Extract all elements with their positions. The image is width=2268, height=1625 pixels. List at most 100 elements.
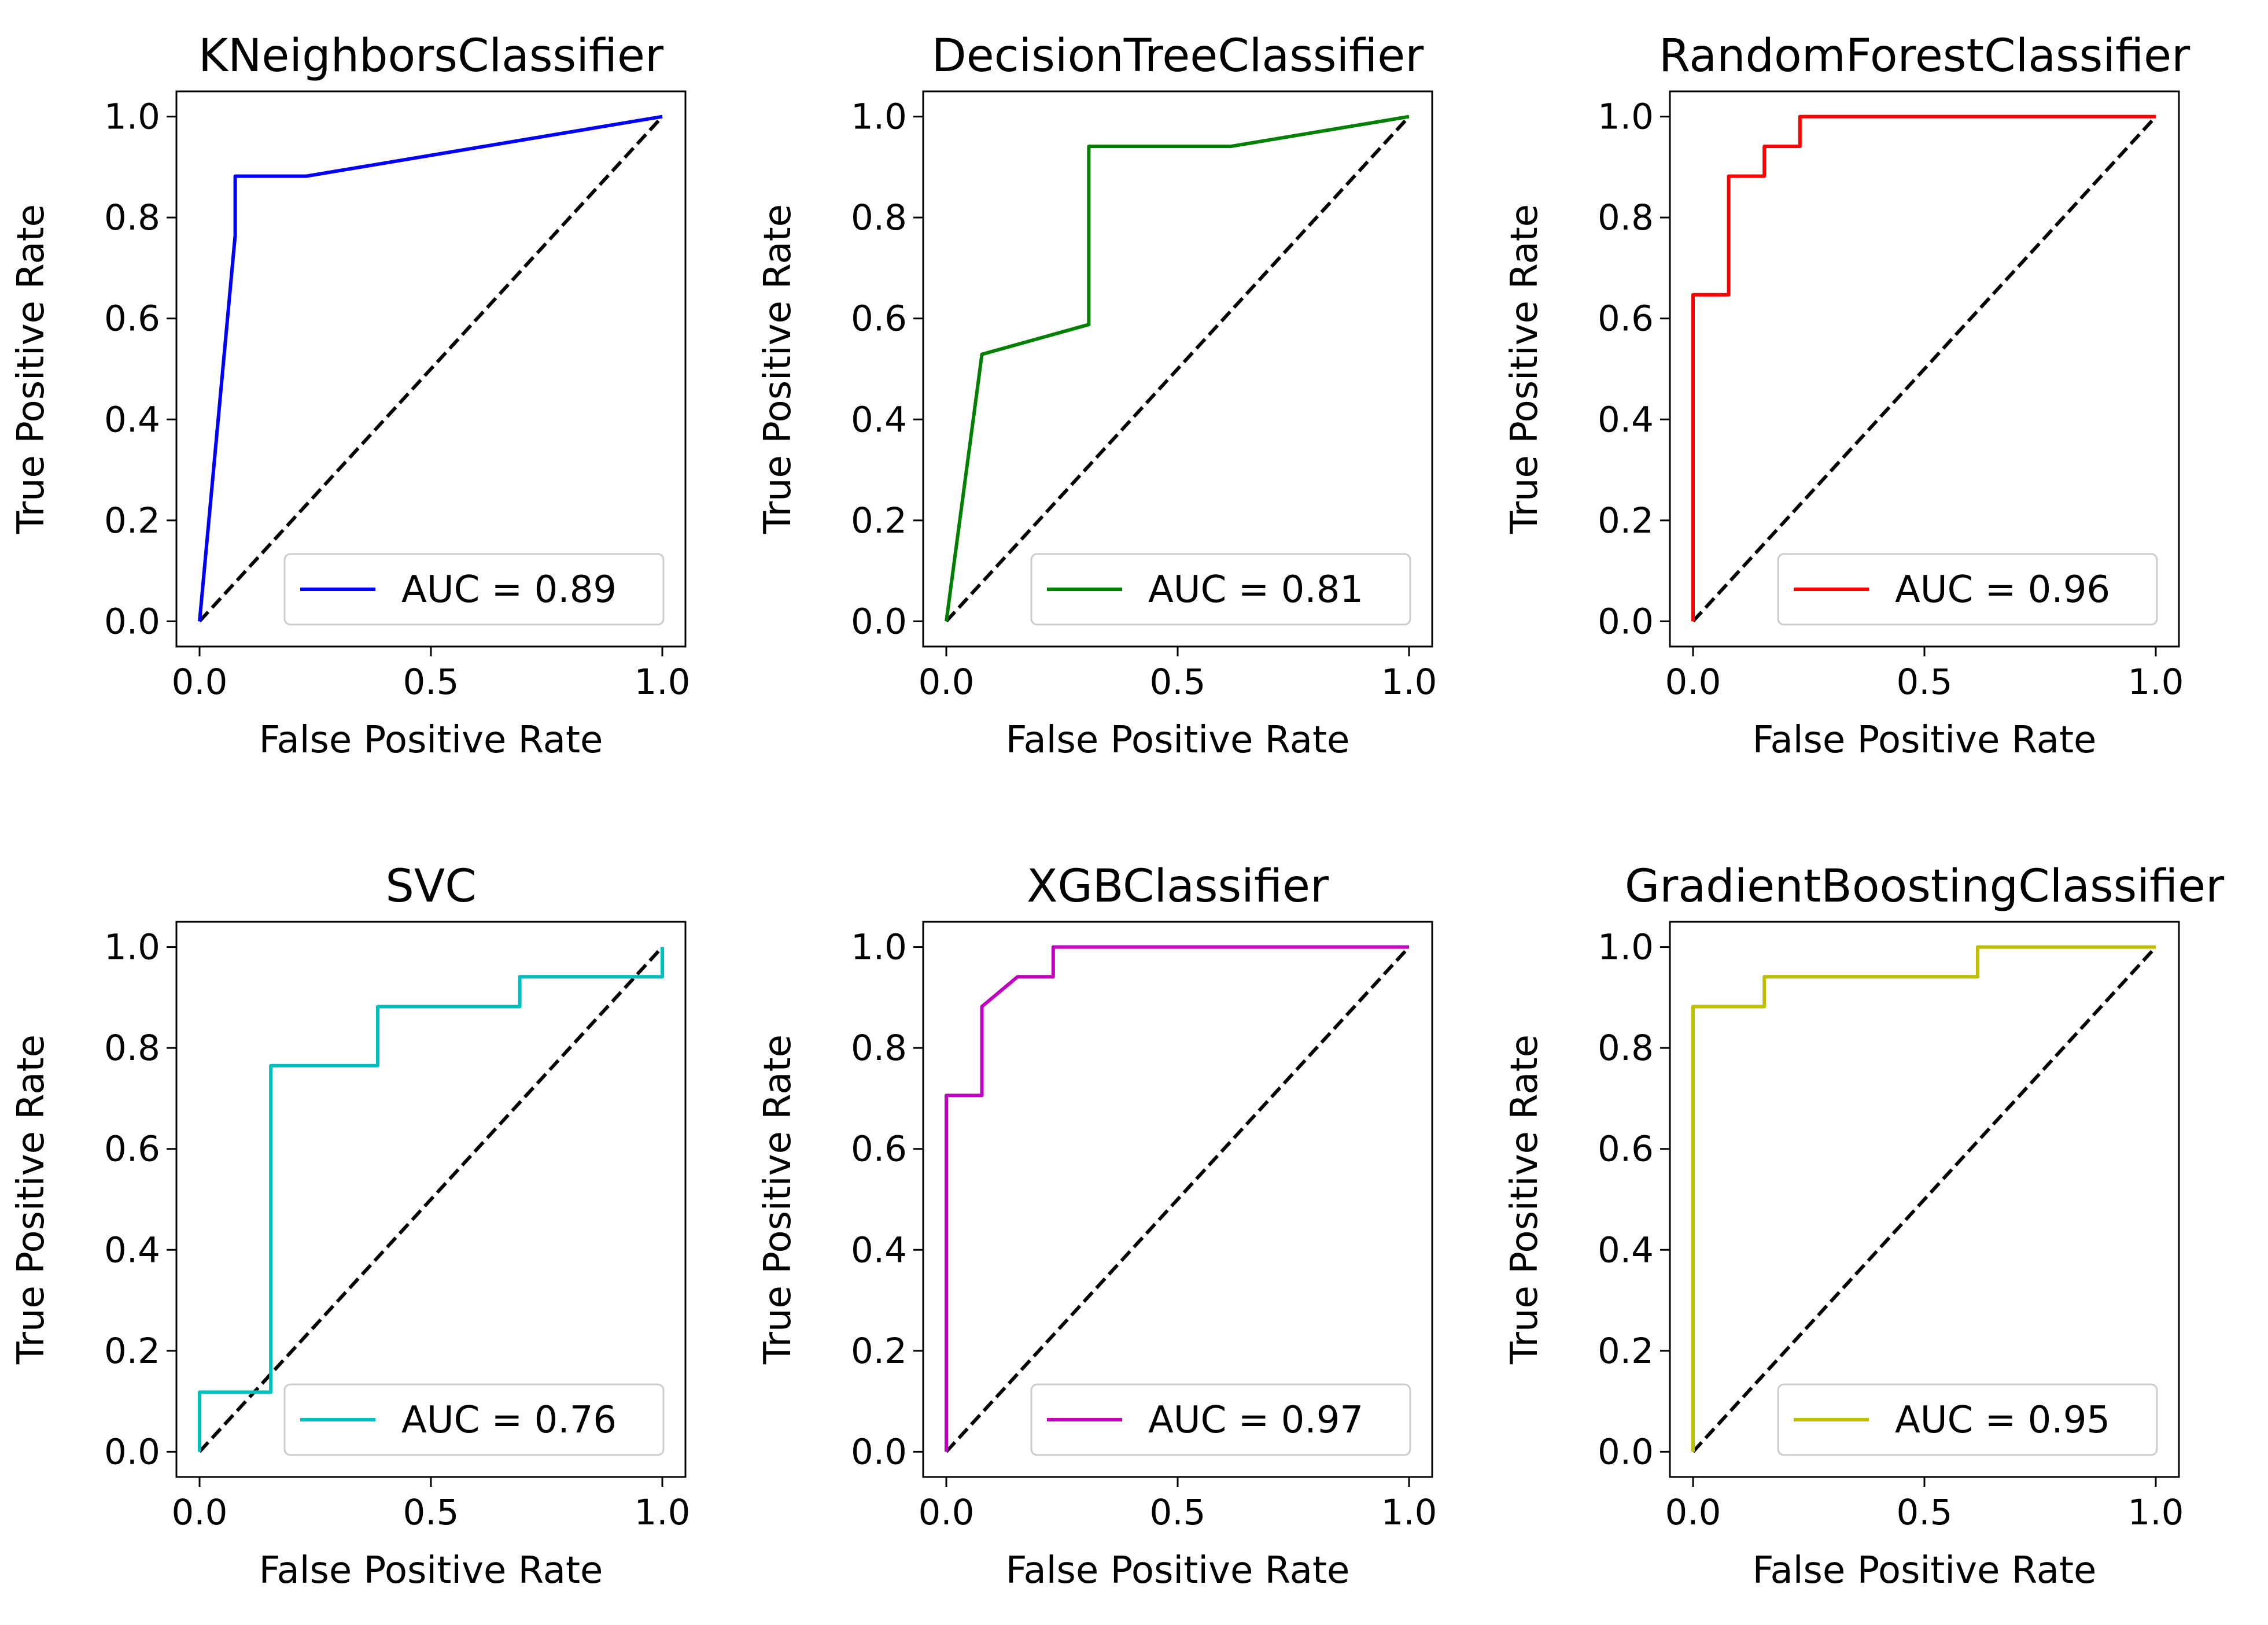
- y-tick-label: 0.4: [851, 1229, 907, 1271]
- subplot-title: RandomForestClassifier: [1659, 30, 2190, 82]
- x-tick-label: 0.0: [918, 1492, 974, 1533]
- y-tick-label: 0.0: [1598, 1431, 1654, 1472]
- y-tick-label: 0.6: [1598, 298, 1654, 339]
- y-axis-label: True Positive Rate: [10, 204, 53, 534]
- y-tick-label: 0.4: [1598, 1229, 1654, 1271]
- legend-box: [1777, 1383, 2158, 1456]
- y-tick-label: 0.4: [1598, 399, 1654, 440]
- y-tick-label: 0.2: [104, 1331, 160, 1372]
- legend: AUC = 0.95: [1777, 1383, 2158, 1456]
- x-tick-label: 1.0: [634, 662, 690, 703]
- legend: AUC = 0.76: [283, 1383, 665, 1456]
- y-tick-label: 0.8: [104, 1028, 160, 1069]
- roc-curve-line: [198, 947, 664, 1452]
- subplot-5: XGBClassifier 0.0 0.5 1.0 0.0 0.2 0.4 0.6 0.8 1.0…: [757, 860, 1437, 1592]
- x-tick-label: 0.5: [403, 1492, 459, 1533]
- x-axis-label: False Positive Rate: [259, 1549, 603, 1592]
- x-tick-label: 0.0: [171, 662, 227, 703]
- x-tick-label: 0.5: [1896, 662, 1952, 703]
- subplot-6: GradientBoostingClassifier 0.0 0.5 1.0 0.0 0.…: [1503, 860, 2225, 1592]
- legend-label: AUC = 0.89: [401, 568, 617, 611]
- x-tick-label: 1.0: [2127, 662, 2184, 703]
- y-tick-label: 0.8: [1598, 1028, 1654, 1069]
- roc-curve-line: [198, 115, 663, 622]
- roc-curve-line: [1691, 115, 2156, 622]
- subplot-2: DecisionTreeClassifier 0.0 0.5 1.0 0.0 0.2 0.4…: [757, 30, 1437, 762]
- reference-diagonal-line: [198, 115, 664, 623]
- x-tick-label: 0.5: [1896, 1492, 1952, 1533]
- reference-diagonal-line: [198, 946, 664, 1453]
- subplot-title: GradientBoostingClassifier: [1625, 860, 2225, 913]
- y-tick-label: 0.2: [851, 1331, 907, 1372]
- x-axis-label: False Positive Rate: [1753, 719, 2097, 762]
- y-tick-label: 0.0: [851, 601, 907, 642]
- reference-diagonal-line: [945, 115, 1411, 623]
- x-axis-label: False Positive Rate: [259, 719, 603, 762]
- y-tick-label: 1.0: [104, 97, 160, 138]
- subplot-title: XGBClassifier: [1027, 860, 1329, 913]
- subplot-title: DecisionTreeClassifier: [932, 30, 1425, 82]
- x-tick-label: 0.5: [1149, 1492, 1205, 1533]
- subplot-1: KNeighborsClassifier 0.0 0.5 1.0 0.0 0.2 0.4 0.…: [10, 30, 691, 762]
- y-axis-label: True Positive Rate: [1503, 1035, 1546, 1365]
- y-tick-label: 0.0: [1598, 601, 1654, 642]
- y-tick-label: 0.6: [851, 298, 907, 339]
- subplot-title: SVC: [385, 860, 476, 913]
- y-tick-label: 1.0: [851, 927, 907, 968]
- reference-diagonal-line: [945, 946, 1411, 1453]
- y-tick-label: 0.6: [104, 1129, 160, 1170]
- x-tick-label: 1.0: [1381, 662, 1437, 703]
- x-axis-label: False Positive Rate: [1006, 719, 1350, 762]
- legend-label: AUC = 0.81: [1148, 568, 1363, 611]
- y-tick-label: 0.8: [851, 197, 907, 238]
- legend-label: AUC = 0.95: [1895, 1399, 2110, 1442]
- y-axis-label: True Positive Rate: [757, 1035, 799, 1365]
- y-tick-label: 1.0: [1598, 97, 1654, 138]
- y-tick-label: 0.6: [1598, 1129, 1654, 1170]
- y-tick-label: 0.0: [104, 1431, 160, 1472]
- y-tick-label: 1.0: [104, 927, 160, 968]
- x-tick-label: 0.5: [1149, 662, 1205, 703]
- x-tick-label: 0.5: [403, 662, 459, 703]
- subplot-4: SVC 0.0 0.5 1.0 0.0 0.2 0.4 0.6 0.8 1.0 False Posi…: [10, 860, 691, 1592]
- legend-box: [283, 1383, 665, 1456]
- y-tick-label: 0.8: [851, 1028, 907, 1069]
- x-axis-label: False Positive Rate: [1006, 1549, 1350, 1592]
- y-tick-label: 0.0: [851, 1431, 907, 1472]
- subplot-title: KNeighborsClassifier: [198, 30, 664, 82]
- y-tick-label: 0.2: [104, 500, 160, 541]
- y-tick-label: 0.8: [1598, 197, 1654, 238]
- legend-label: AUC = 0.76: [401, 1399, 617, 1442]
- reference-diagonal-line: [1691, 115, 2158, 623]
- x-tick-label: 0.0: [1665, 662, 1721, 703]
- x-tick-label: 0.0: [1665, 1492, 1721, 1533]
- y-tick-label: 0.2: [1598, 500, 1654, 541]
- roc-curve-line: [945, 115, 1410, 622]
- y-tick-label: 0.6: [104, 298, 160, 339]
- y-tick-label: 0.4: [104, 1229, 160, 1271]
- legend: AUC = 0.96: [1777, 553, 2158, 626]
- legend: AUC = 0.89: [283, 553, 665, 626]
- reference-diagonal-line: [1691, 946, 2158, 1453]
- y-tick-label: 1.0: [851, 97, 907, 138]
- x-tick-label: 0.0: [171, 1492, 227, 1533]
- roc-curve-line: [945, 945, 1409, 1452]
- y-tick-label: 1.0: [1598, 927, 1654, 968]
- legend-box: [1030, 1383, 1411, 1456]
- roc-curve-line: [1691, 945, 2156, 1452]
- y-tick-label: 0.4: [851, 399, 907, 440]
- legend-label: AUC = 0.97: [1148, 1399, 1363, 1442]
- subplot-3: RandomForestClassifier 0.0 0.5 1.0 0.0 0.2 0.4…: [1503, 30, 2190, 762]
- legend: AUC = 0.81: [1030, 553, 1411, 626]
- y-axis-label: True Positive Rate: [1503, 204, 1546, 534]
- y-tick-label: 0.6: [851, 1129, 907, 1170]
- x-tick-label: 1.0: [634, 1492, 690, 1533]
- legend-label: AUC = 0.96: [1895, 568, 2110, 611]
- y-axis-label: True Positive Rate: [10, 1035, 53, 1365]
- y-tick-label: 0.4: [104, 399, 160, 440]
- x-tick-label: 0.0: [918, 662, 974, 703]
- x-axis-label: False Positive Rate: [1753, 1549, 2097, 1592]
- legend-box: [1777, 553, 2158, 626]
- y-tick-label: 0.8: [104, 197, 160, 238]
